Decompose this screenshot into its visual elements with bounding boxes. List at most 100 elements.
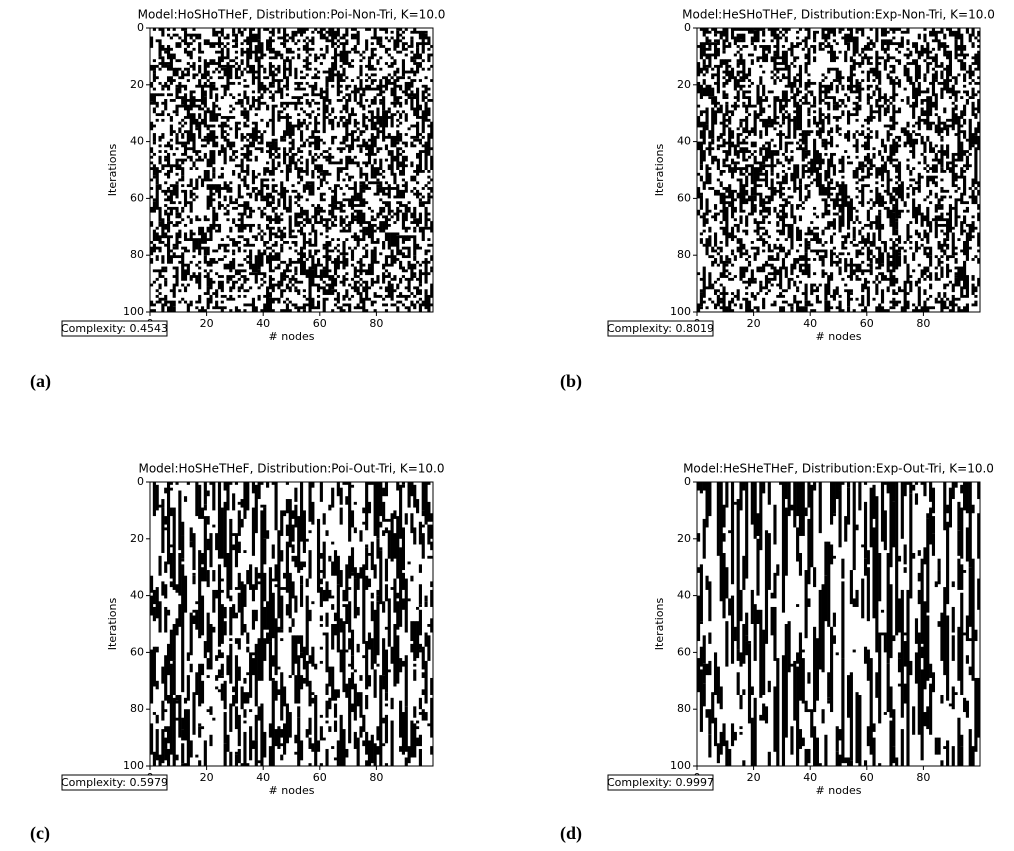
cell-run: [931, 487, 936, 514]
cell-run: [948, 118, 952, 122]
cell-run: [733, 235, 737, 239]
cell-run: [977, 277, 981, 287]
cell-run: [274, 212, 278, 216]
cell-run: [353, 181, 357, 202]
cell-run: [353, 215, 357, 219]
cell-run: [237, 289, 241, 293]
cell-run: [150, 147, 154, 153]
cell-run: [923, 33, 927, 43]
cell-run: [387, 263, 391, 267]
cell-run: [399, 209, 403, 213]
cell-run: [906, 223, 910, 241]
cell-run: [263, 212, 267, 216]
cell-run: [940, 297, 944, 312]
cell-run: [237, 64, 241, 71]
cell-run: [186, 482, 190, 485]
cell-run: [297, 150, 301, 153]
cell-run: [178, 490, 182, 551]
cell-run: [756, 84, 760, 105]
cell-run: [742, 297, 746, 301]
cell-run: [739, 147, 743, 153]
cell-run: [830, 294, 834, 298]
cell-run: [166, 726, 171, 744]
cell-run: [736, 50, 740, 54]
cell-run: [155, 300, 159, 304]
cell-run: [234, 280, 239, 284]
cell-run: [220, 84, 224, 88]
cell-run: [249, 652, 253, 698]
cell-run: [827, 101, 831, 111]
cell-run: [886, 482, 890, 494]
cell-run: [736, 499, 740, 650]
cell-run: [728, 59, 732, 63]
x-axis-label: # nodes: [269, 784, 315, 797]
cell-run: [711, 87, 715, 97]
cell-run: [759, 714, 763, 721]
cell-run: [291, 618, 295, 627]
cell-run: [246, 124, 250, 128]
cell-run: [937, 258, 941, 267]
cell-run: [333, 246, 338, 250]
cell-run: [183, 141, 188, 145]
cell-run: [166, 187, 171, 190]
cell-run: [217, 280, 222, 290]
cell-run: [745, 612, 749, 636]
cell-run: [770, 283, 774, 287]
cell-run: [742, 167, 746, 170]
cell-run: [240, 110, 244, 117]
cell-run: [169, 116, 173, 122]
cell-run: [427, 238, 431, 241]
cell-run: [838, 729, 842, 741]
cell-run: [203, 641, 207, 659]
cell-run: [940, 260, 944, 264]
cell-run: [713, 303, 718, 310]
cell-run: [880, 252, 885, 264]
cell-run: [767, 187, 771, 190]
cell-run: [331, 56, 335, 60]
cell-run: [246, 99, 250, 105]
cell-run: [708, 130, 712, 139]
cell-run: [254, 643, 258, 707]
cell-run: [702, 518, 706, 559]
cell-run: [164, 280, 168, 287]
cell-run: [288, 712, 292, 738]
cell-run: [183, 116, 188, 119]
cell-run: [790, 195, 794, 199]
cell-run: [863, 501, 868, 559]
cell-run: [971, 70, 975, 77]
cell-run: [158, 93, 162, 97]
cell-run: [716, 277, 720, 281]
cell-run: [396, 50, 400, 54]
y-tick-label: 100: [123, 305, 144, 318]
cell-run: [424, 712, 428, 721]
cell-run: [759, 184, 763, 188]
cell-run: [382, 487, 386, 497]
cell-run: [798, 258, 803, 261]
cell-run: [172, 306, 176, 312]
cell-run: [373, 158, 377, 165]
cell-run: [838, 300, 842, 312]
cell-run: [852, 101, 856, 105]
cell-run: [790, 223, 794, 241]
cell-run: [849, 56, 853, 63]
cell-run: [288, 286, 292, 293]
cell-run: [963, 118, 967, 125]
cell-run: [861, 235, 865, 244]
cell-run: [728, 201, 732, 205]
cell-run: [770, 39, 774, 43]
cell-run: [161, 28, 165, 37]
cell-run: [861, 70, 865, 74]
panel: Model:HoSHoTHeF, Distribution:Poi-Non-Tr…: [30, 8, 445, 393]
cell-run: [396, 232, 400, 236]
cell-run: [246, 84, 250, 88]
cell-run: [243, 144, 247, 148]
cell-run: [206, 39, 210, 46]
cell-run: [767, 45, 771, 54]
cell-run: [331, 624, 335, 650]
cell-run: [807, 226, 811, 233]
cell-run: [322, 33, 326, 40]
cell-run: [198, 121, 202, 139]
cell-run: [776, 67, 780, 74]
cell-run: [152, 64, 156, 71]
cell-run: [291, 635, 295, 676]
